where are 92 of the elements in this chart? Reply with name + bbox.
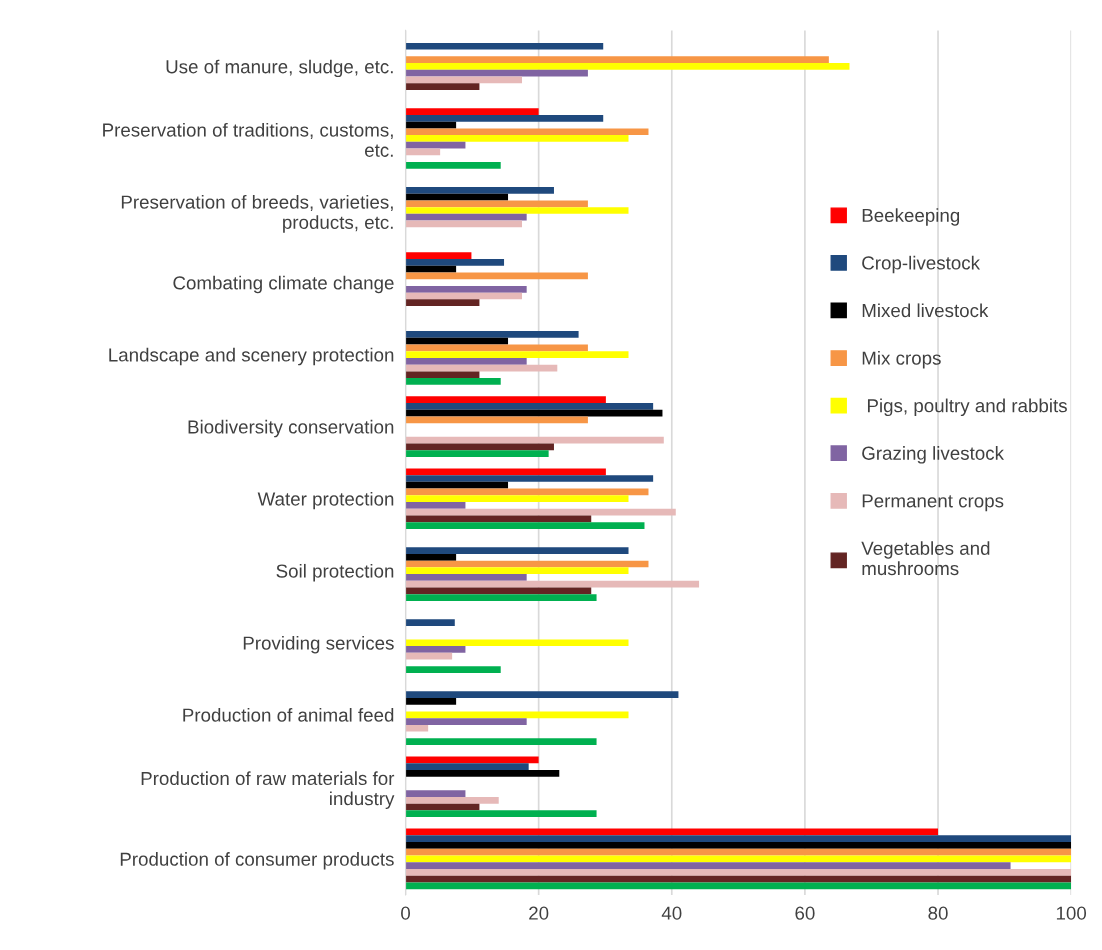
legend-label: Mix crops — [862, 350, 941, 369]
bar — [405, 252, 472, 260]
bar — [405, 481, 509, 489]
bar — [405, 42, 604, 50]
y-tick-label: Preservation of traditions, customs, etc. — [103, 122, 393, 157]
y-tick-label: Soil protection — [276, 563, 394, 582]
bar — [405, 162, 501, 169]
x-tick-label: 100 — [1056, 906, 1087, 920]
bar — [405, 186, 554, 194]
bar — [405, 299, 480, 307]
bar — [405, 763, 529, 771]
bar — [405, 842, 1072, 849]
bar — [405, 882, 1072, 890]
y-tick-label: Landscape and scenery protection — [109, 347, 394, 366]
bar — [405, 697, 457, 705]
bar — [405, 848, 1072, 856]
bar — [405, 141, 466, 149]
bar — [405, 475, 654, 482]
bar — [405, 724, 429, 732]
bar — [405, 450, 549, 457]
bar — [405, 200, 588, 208]
x-tick-label: 80 — [928, 906, 948, 920]
bar — [405, 835, 1072, 843]
bar — [405, 868, 1072, 876]
bar — [405, 443, 554, 451]
bar — [405, 810, 597, 818]
y-tick-label: Preservation of breeds, varieties, products, etc. — [121, 194, 393, 233]
bar — [405, 502, 466, 509]
y-tick-label: Biodiversity conservation — [188, 419, 394, 438]
bar — [405, 796, 499, 804]
bar — [405, 495, 629, 503]
y-tick-label: Providing services — [243, 635, 394, 654]
y-tick-label: Production of consumer products — [120, 852, 394, 870]
bar — [405, 594, 597, 601]
bar — [405, 718, 527, 725]
legend-label: Grazing livestock — [862, 446, 1005, 464]
bar — [405, 56, 829, 64]
bar — [405, 652, 453, 660]
x-tick-label: 40 — [661, 906, 682, 920]
bar — [405, 259, 505, 266]
bar — [405, 567, 629, 575]
legend-label: Vegetables and mushrooms — [861, 541, 990, 576]
bar — [405, 135, 629, 142]
bar — [405, 790, 466, 797]
bar — [405, 114, 604, 122]
bar — [405, 639, 629, 647]
bar — [405, 331, 579, 338]
bar — [405, 666, 501, 674]
bar — [405, 63, 850, 70]
bar — [405, 396, 606, 404]
x-tick-label: 0 — [401, 906, 411, 920]
bar — [405, 580, 700, 588]
y-tick-label: Combating climate change — [173, 275, 394, 294]
legend-label: Mixed livestock — [862, 303, 989, 318]
y-tick-label: Use of manure, sludge, etc. — [166, 59, 393, 78]
bar — [405, 515, 592, 523]
bar — [405, 378, 501, 385]
bar — [405, 646, 466, 653]
bar — [405, 371, 480, 379]
bar — [405, 738, 597, 746]
bar — [405, 553, 457, 561]
bar — [405, 207, 629, 214]
bar — [405, 285, 527, 293]
bar — [405, 337, 509, 345]
legend-label: Beekeeping — [862, 208, 960, 226]
bar — [405, 574, 527, 581]
y-tick-label: Production of raw materials for industry — [141, 771, 395, 809]
bar — [405, 357, 527, 365]
bar — [405, 770, 560, 777]
bar — [405, 83, 480, 90]
bar — [405, 619, 455, 626]
bar — [405, 272, 588, 280]
bar — [405, 468, 606, 476]
bar — [405, 213, 527, 221]
bar — [405, 711, 629, 719]
bar — [405, 351, 629, 358]
legend-label: Crop-livestock — [862, 255, 981, 274]
bar — [405, 409, 663, 417]
bar — [405, 128, 649, 136]
legend-label: Pigs, poultry and rabbits — [867, 398, 1067, 417]
legend-label: Permanent crops — [862, 494, 1004, 512]
x-tick-label: 60 — [795, 906, 815, 920]
y-tick-label: Water protection — [257, 491, 394, 510]
bar — [405, 862, 1011, 869]
bar — [405, 108, 539, 115]
bar — [405, 403, 654, 410]
x-tick-label: 20 — [529, 906, 549, 920]
bar — [405, 547, 629, 554]
bar — [405, 69, 588, 77]
bar — [405, 522, 645, 529]
bar — [405, 691, 679, 698]
y-tick-label: Production of animal feed — [183, 708, 394, 722]
